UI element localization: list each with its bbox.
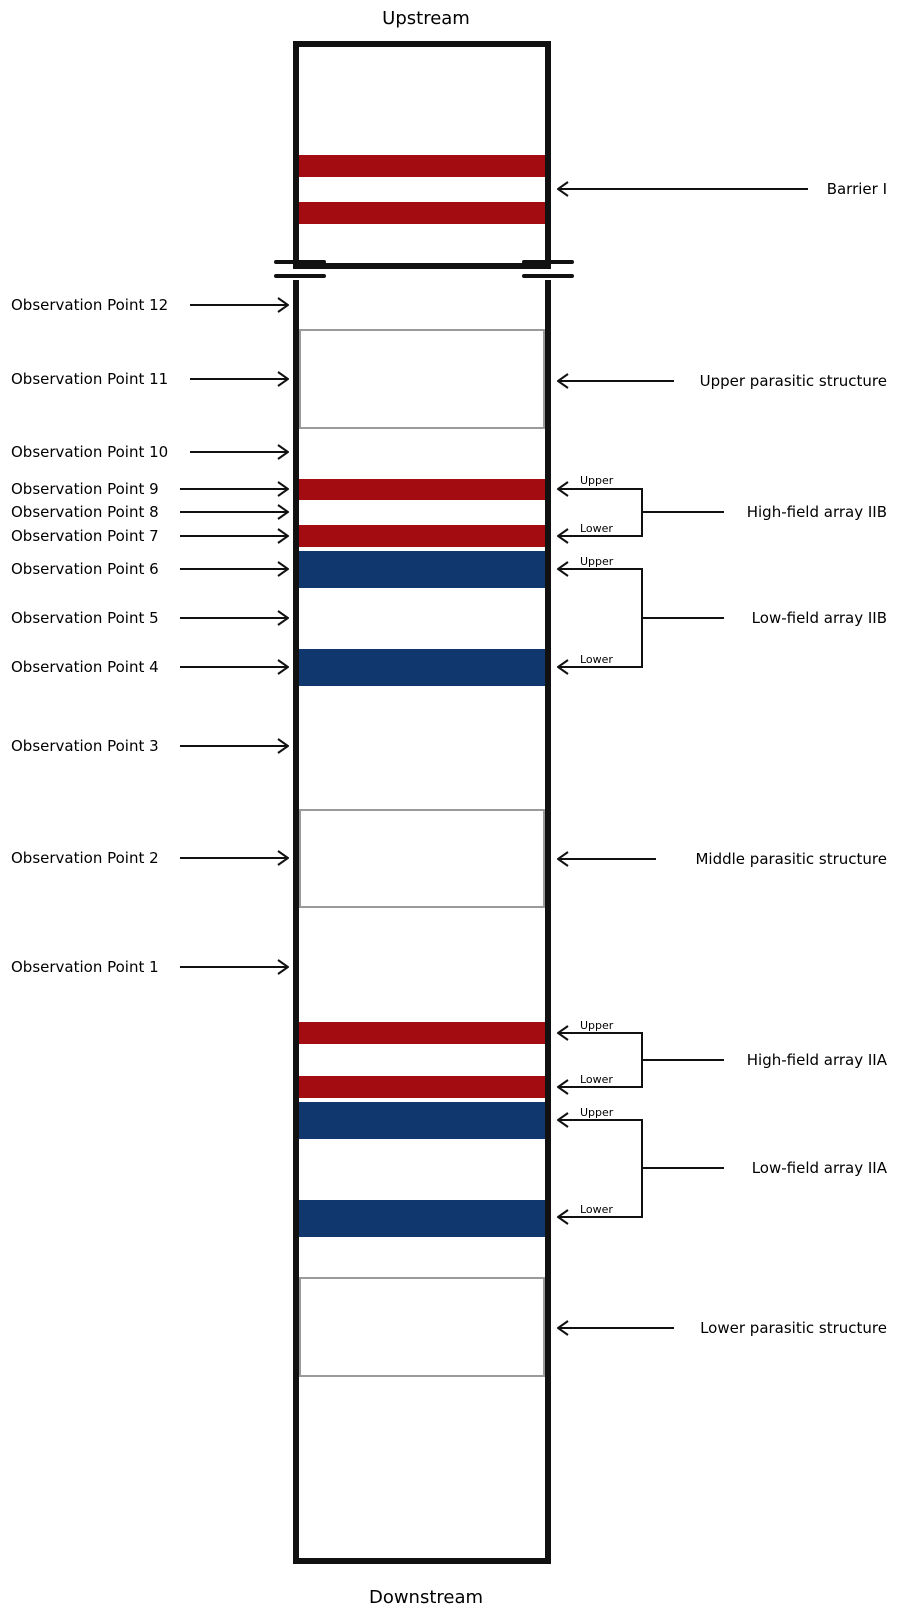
- upper-parasitic-structure-box: [299, 329, 545, 429]
- observation-points: Observation Point 12 Observation Point 1…: [11, 296, 288, 976]
- observation-point-label: Observation Point 11: [11, 370, 168, 388]
- observation-point-9: Observation Point 9: [11, 480, 288, 498]
- observation-point-label: Observation Point 1: [11, 958, 159, 976]
- observation-point-3: Observation Point 3: [11, 737, 288, 755]
- high-field-iia-upper-band: [299, 1022, 545, 1044]
- upper-parasitic-label: Upper parasitic structure: [700, 372, 887, 390]
- high-field-iib-lower-band: [299, 525, 545, 547]
- low-field-iib-lower-label: Lower: [580, 653, 613, 666]
- channel-break-marks: [274, 260, 574, 278]
- observation-point-6: Observation Point 6: [11, 560, 288, 578]
- low-field-iib-bracket: Upper Lower: [558, 555, 724, 668]
- observation-point-label: Observation Point 8: [11, 503, 159, 521]
- middle-parasitic-structure-box: [299, 809, 545, 908]
- low-field-iia-lower-label: Lower: [580, 1203, 613, 1216]
- observation-point-label: Observation Point 2: [11, 849, 159, 867]
- low-field-iia-upper-band: [299, 1102, 545, 1139]
- high-field-iib-label: High-field array IIB: [747, 503, 887, 521]
- middle-parasitic-label: Middle parasitic structure: [695, 850, 887, 868]
- high-field-iib-upper-band: [299, 479, 545, 500]
- observation-point-label: Observation Point 6: [11, 560, 159, 578]
- high-field-iib-bracket: Upper Lower: [558, 474, 724, 537]
- low-field-iia-lower-band: [299, 1200, 545, 1237]
- observation-point-12: Observation Point 12: [11, 296, 288, 314]
- low-field-iia-bracket: Upper Lower: [558, 1106, 724, 1218]
- low-field-iia-upper-label: Upper: [580, 1106, 614, 1119]
- high-field-iia-bracket: Upper Lower: [558, 1019, 724, 1088]
- barrier-i-label: Barrier I: [827, 180, 887, 198]
- observation-point-4: Observation Point 4: [11, 658, 288, 676]
- high-field-iib-lower-label: Lower: [580, 522, 613, 535]
- downstream-label: Downstream: [369, 1587, 483, 1608]
- observation-point-2: Observation Point 2: [11, 849, 288, 867]
- high-field-iia-label: High-field array IIA: [747, 1051, 888, 1069]
- low-field-iib-upper-band: [299, 551, 545, 588]
- observation-point-label: Observation Point 3: [11, 737, 159, 755]
- high-field-iia-lower-label: Lower: [580, 1073, 613, 1086]
- observation-point-8: Observation Point 8: [11, 503, 288, 521]
- channel-main-section: [293, 280, 551, 1564]
- high-field-iia-lower-band: [299, 1076, 545, 1098]
- low-field-iib-label: Low-field array IIB: [752, 609, 887, 627]
- lower-parasitic-structure-box: [299, 1277, 545, 1377]
- observation-point-5: Observation Point 5: [11, 609, 288, 627]
- lower-parasitic-label: Lower parasitic structure: [700, 1319, 887, 1337]
- observation-point-11: Observation Point 11: [11, 370, 288, 388]
- low-field-iia-label: Low-field array IIA: [752, 1159, 888, 1177]
- observation-point-label: Observation Point 7: [11, 527, 159, 545]
- high-field-iia-upper-label: Upper: [580, 1019, 614, 1032]
- low-field-iib-upper-label: Upper: [580, 555, 614, 568]
- observation-point-10: Observation Point 10: [11, 443, 288, 461]
- low-field-iib-lower-band: [299, 649, 545, 686]
- barrier-i-upper-band: [299, 155, 545, 177]
- observation-point-label: Observation Point 9: [11, 480, 159, 498]
- structure-labels: Barrier I Upper parasitic structure Uppe…: [558, 180, 888, 1337]
- observation-point-1: Observation Point 1: [11, 958, 288, 976]
- observation-point-label: Observation Point 4: [11, 658, 159, 676]
- observation-point-7: Observation Point 7: [11, 527, 288, 545]
- observation-point-label: Observation Point 12: [11, 296, 168, 314]
- barrier-i-lower-band: [299, 202, 545, 224]
- high-field-iib-upper-label: Upper: [580, 474, 614, 487]
- observation-point-label: Observation Point 5: [11, 609, 159, 627]
- observation-point-label: Observation Point 10: [11, 443, 168, 461]
- upstream-label: Upstream: [382, 8, 470, 29]
